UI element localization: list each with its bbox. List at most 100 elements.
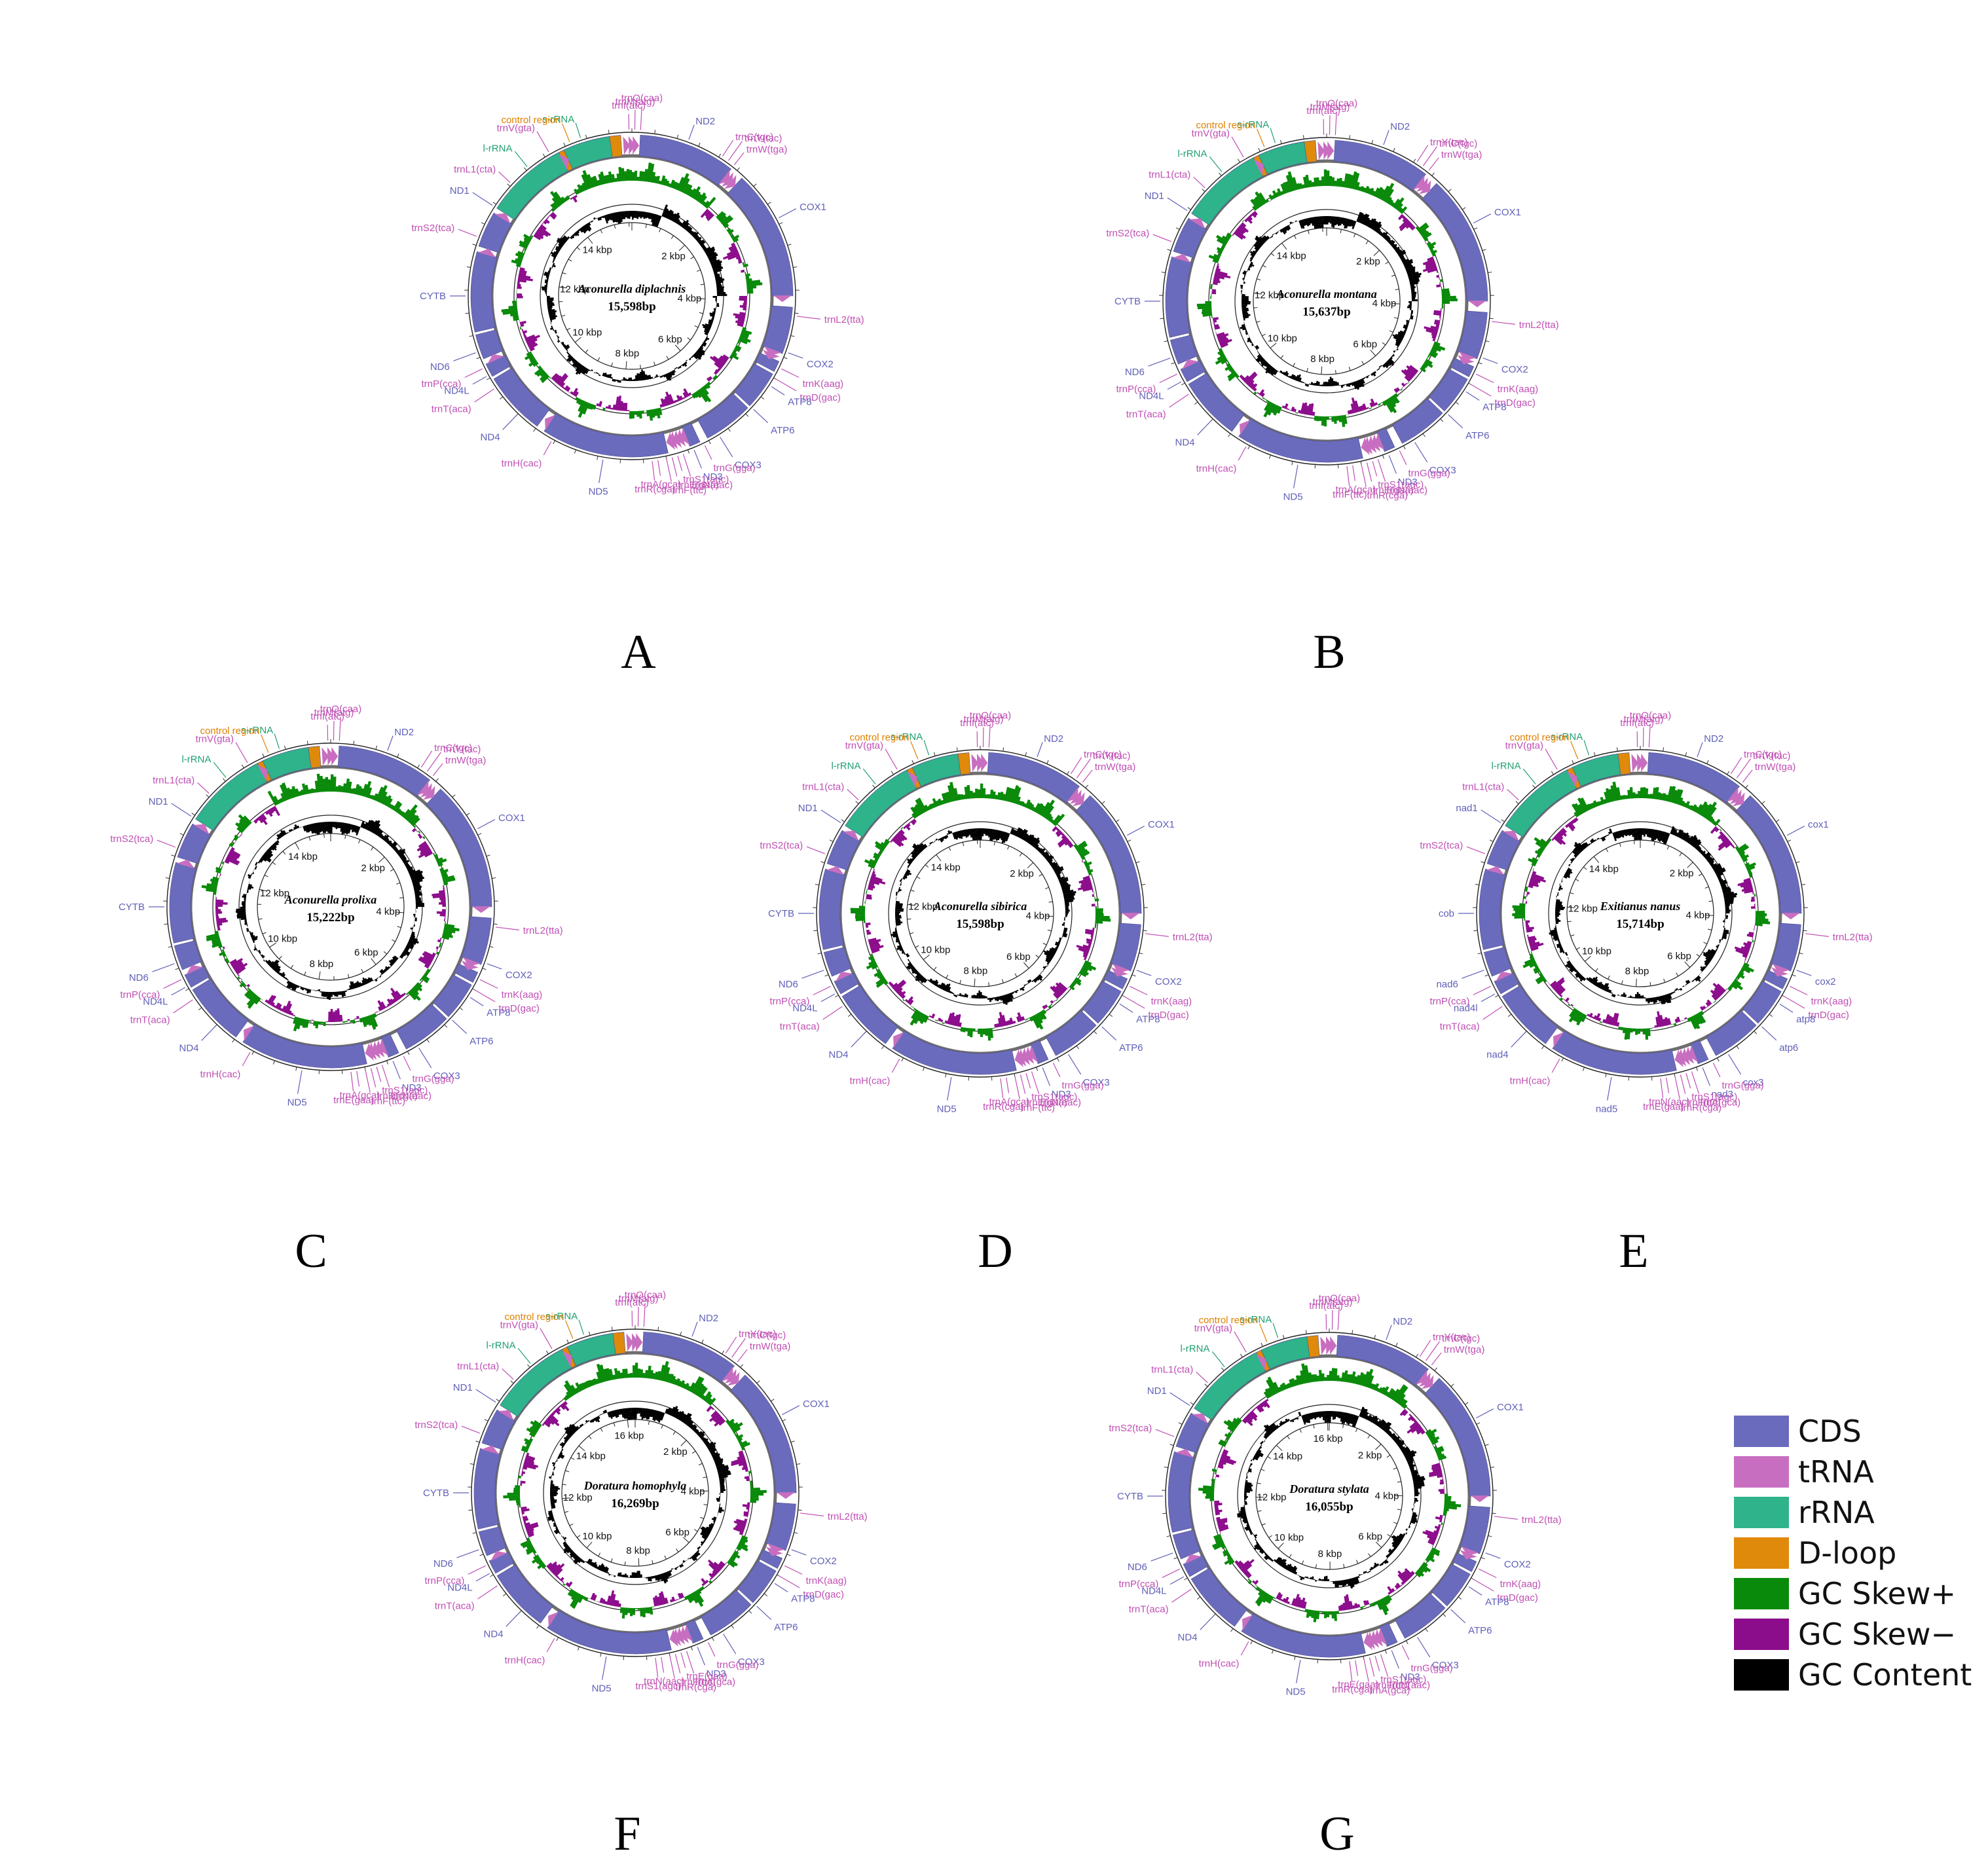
outer-tick <box>563 142 566 147</box>
gc-skew-bar <box>419 847 431 855</box>
gc-skew-bar <box>728 244 737 251</box>
gc-skew-bar <box>720 215 732 225</box>
gc-skew-bar <box>1514 915 1526 919</box>
gc-skew-bar <box>562 386 565 390</box>
gc-skew-bar <box>523 335 527 339</box>
outer-tick <box>386 1060 389 1065</box>
outer-tick <box>783 357 788 359</box>
gc-skew-bar <box>519 272 526 276</box>
gc-skew-bar <box>587 403 592 410</box>
scale-label: 4 kbp <box>376 906 400 917</box>
outer-tick <box>206 794 210 798</box>
gc-content-bar <box>631 1572 634 1578</box>
scale-tick <box>562 272 566 274</box>
label-leader <box>652 461 655 481</box>
gc-skew-bar <box>1427 354 1431 358</box>
gc-skew-bar <box>564 385 569 391</box>
gc-skew-bar <box>632 175 635 181</box>
gc-content-bar <box>1249 251 1256 256</box>
gc-content-bar <box>579 228 583 233</box>
scale-tick <box>587 237 593 244</box>
gc-content-bar <box>547 307 552 310</box>
gc-content-bar <box>1284 227 1288 231</box>
gc-skew-bar <box>1307 403 1312 416</box>
gc-skew-bar <box>574 391 579 397</box>
outer-tick <box>507 183 511 187</box>
gc-content-bar <box>1243 280 1245 282</box>
scale-tick <box>1340 229 1342 234</box>
genome-length: 15,714bp <box>1616 917 1664 931</box>
gc-skew-bar <box>587 174 595 189</box>
gc-skew-bar <box>1351 397 1358 413</box>
gc-skew-bar <box>538 226 551 236</box>
gc-content-bar <box>1361 378 1365 384</box>
scale-label: 2 kbp <box>361 862 385 873</box>
gc-content-bar <box>591 220 593 223</box>
gc-skew-bar <box>534 367 543 376</box>
gene-label: trnQ(caa) <box>320 703 361 714</box>
gc-content-bar <box>628 211 631 219</box>
gc-content-bar <box>1245 331 1248 333</box>
gc-content-bar <box>617 211 622 226</box>
gc-skew-bar <box>1259 389 1265 396</box>
gc-skew-bar <box>544 219 550 224</box>
gc-skew-bar <box>598 174 604 185</box>
gc-content-bar <box>597 217 600 221</box>
gc-skew-bar <box>1382 183 1395 202</box>
gene-label: COX3 <box>735 460 762 471</box>
gc-content-bar <box>693 234 699 240</box>
gc-content-bar <box>623 377 625 381</box>
scale-label: 8 kbp <box>310 959 334 970</box>
outer-tick <box>1448 189 1452 192</box>
gc-skew-bar <box>1422 363 1428 368</box>
outer-tick <box>465 312 469 314</box>
gc-skew-bar <box>1215 234 1228 244</box>
gc-content-bar <box>632 211 634 217</box>
gc-content-bar <box>619 211 623 223</box>
gc-skew-bar <box>1525 901 1528 904</box>
gc-skew-bar <box>637 1607 640 1610</box>
gc-content-bar <box>586 223 592 230</box>
gc-skew-bar <box>1647 794 1651 799</box>
outer-tick <box>191 813 196 816</box>
gc-skew-bar <box>1285 181 1291 192</box>
gc-skew-bar <box>1346 174 1352 189</box>
gc-content-bar <box>640 211 643 219</box>
gc-skew-bar <box>523 251 526 254</box>
gc-skew-bar <box>1314 177 1317 187</box>
gc-content-bar <box>1242 294 1245 297</box>
gene-label: trnP(cca) <box>422 378 462 390</box>
gc-skew-bar <box>1280 183 1287 194</box>
gc-skew-bar <box>660 398 665 407</box>
gc-skew-bar <box>1302 402 1308 414</box>
gc-skew-bar <box>750 1500 757 1503</box>
gc-skew-bar <box>1525 923 1528 926</box>
scale-tick <box>659 228 661 232</box>
gc-skew-bar <box>727 253 741 261</box>
gc-skew-bar <box>597 179 601 186</box>
gc-skew-bar <box>1314 416 1317 421</box>
gene-label: trnQ(caa) <box>1316 98 1357 109</box>
gc-content-bar <box>1316 380 1319 386</box>
gene-label: ND2 <box>1704 733 1723 744</box>
gc-skew-bar <box>1384 399 1393 413</box>
scale-label: 14 kbp <box>1589 864 1619 875</box>
gc-content-bar <box>1254 237 1264 246</box>
gc-content-bar <box>676 219 680 225</box>
gc-content-bar <box>1275 232 1278 235</box>
gc-skew-bar <box>1304 405 1309 415</box>
gc-skew-bar <box>641 411 644 414</box>
gc-content-bar <box>593 372 596 374</box>
gc-content-bar <box>1306 384 1309 387</box>
gc-skew-bar <box>379 791 388 804</box>
gc-content-bar <box>562 344 566 348</box>
gc-skew-bar <box>1288 409 1291 411</box>
label-leader <box>677 455 683 471</box>
gene-label: trnS1(agc) <box>683 474 729 485</box>
gc-content-bar <box>1411 293 1416 296</box>
feature-trna-0 <box>1317 141 1325 160</box>
outer-tick <box>1393 147 1395 152</box>
gc-skew-bar <box>640 1607 643 1617</box>
outer-tick <box>1382 454 1385 459</box>
gc-content-bar <box>703 325 710 331</box>
